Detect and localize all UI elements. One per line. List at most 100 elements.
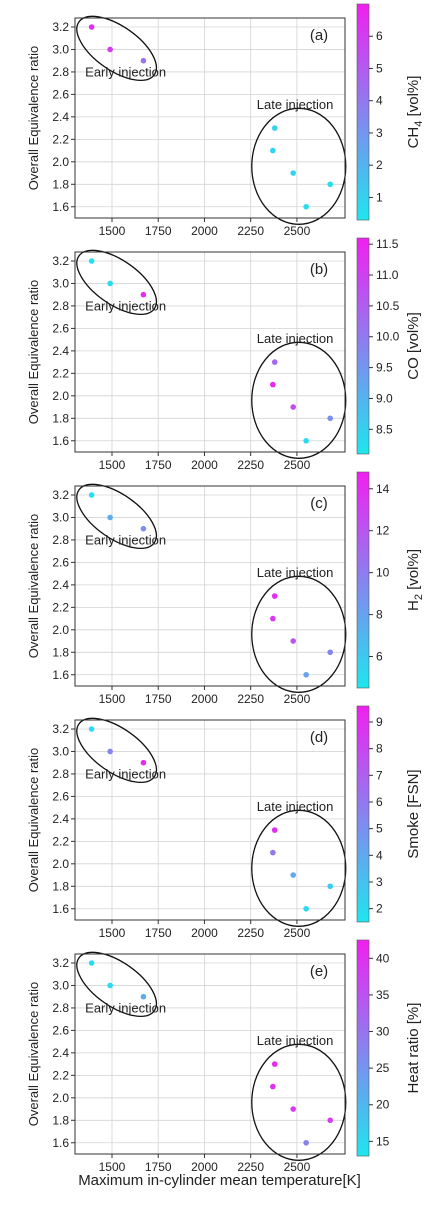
x-tick-label: 2000 bbox=[191, 926, 218, 940]
y-axis-label: Overall Equivalence ratio bbox=[26, 514, 41, 659]
y-tick-label: 1.8 bbox=[52, 879, 69, 893]
colorbar-label: H2 [vol%] bbox=[405, 549, 425, 611]
x-tick-label: 2250 bbox=[237, 458, 264, 472]
annotation-late-injection: Late injection bbox=[257, 565, 334, 580]
plot-frame bbox=[74, 485, 346, 687]
y-tick-label: 2.4 bbox=[52, 812, 69, 826]
y-tick-label: 2.8 bbox=[52, 767, 69, 781]
data-point bbox=[270, 1083, 276, 1090]
x-tick-label: 2500 bbox=[284, 926, 311, 940]
plot-area bbox=[75, 720, 345, 920]
y-tick-label: 3.2 bbox=[52, 722, 69, 736]
data-point bbox=[290, 872, 297, 878]
annotation-late-injection: Late injection bbox=[257, 331, 334, 346]
colorbar-tick-label: 9 bbox=[376, 715, 383, 729]
late-injection-ellipse bbox=[251, 1043, 347, 1161]
data-point bbox=[270, 849, 276, 856]
colorbar-tick-label: 12 bbox=[376, 524, 390, 538]
annotation-late-injection: Late injection bbox=[257, 799, 334, 814]
data-point bbox=[290, 1106, 297, 1112]
early-injection-ellipse bbox=[76, 483, 157, 549]
x-tick-label: 1500 bbox=[99, 458, 126, 472]
y-tick-label: 1.8 bbox=[52, 177, 69, 191]
colorbar-label: Smoke [FSN] bbox=[405, 769, 422, 858]
annotation-early-injection: Early injection bbox=[85, 1000, 166, 1015]
colorbar-tick-label: 8 bbox=[376, 608, 383, 622]
data-point bbox=[303, 905, 309, 912]
y-axis-label: Overall Equivalence ratio bbox=[26, 748, 41, 893]
chart-panel-c: Early injection Late injection (c) 1500 1750… bbox=[26, 471, 425, 706]
data-point bbox=[140, 759, 147, 766]
data-point bbox=[107, 514, 113, 521]
data-point bbox=[270, 147, 276, 154]
y-tick-label: 1.8 bbox=[52, 1113, 69, 1127]
x-tick-label: 2000 bbox=[191, 224, 218, 238]
early-injection-ellipse bbox=[76, 951, 157, 1017]
colorbar-tick-label: 6 bbox=[376, 650, 383, 664]
chart-panel-b: Early injection Late injection (b) 1500 1750… bbox=[26, 237, 422, 472]
data-point bbox=[88, 492, 95, 498]
panel-label: (d) bbox=[310, 729, 328, 746]
y-tick-label: 1.8 bbox=[52, 645, 69, 659]
y-tick-label: 1.6 bbox=[52, 668, 69, 682]
data-point bbox=[327, 181, 334, 188]
x-tick-label: 2500 bbox=[284, 458, 311, 472]
y-tick-label: 2.0 bbox=[52, 155, 69, 169]
data-point bbox=[140, 993, 147, 1000]
data-point bbox=[140, 57, 147, 64]
colorbar bbox=[356, 3, 370, 221]
y-tick-label: 3.2 bbox=[52, 488, 69, 502]
colorbar bbox=[356, 705, 370, 923]
chart-panel-a: Early injection Late injection (a) 1500 1750… bbox=[26, 3, 425, 238]
x-tick-label: 2500 bbox=[284, 692, 311, 706]
data-point bbox=[88, 24, 95, 30]
annotation-late-injection: Late injection bbox=[257, 97, 334, 112]
data-point bbox=[88, 258, 95, 264]
annotation-early-injection: Early injection bbox=[85, 766, 166, 781]
colorbar-tick-label: 9.5 bbox=[376, 361, 393, 375]
colorbar-tick-label: 8.5 bbox=[376, 422, 393, 436]
early-injection-ellipse bbox=[76, 717, 157, 783]
x-tick-label: 2000 bbox=[191, 458, 218, 472]
y-tick-label: 1.6 bbox=[52, 434, 69, 448]
y-tick-label: 2.6 bbox=[52, 555, 69, 569]
data-point bbox=[107, 748, 113, 755]
x-tick-label: 1750 bbox=[145, 926, 172, 940]
y-tick-label: 2.0 bbox=[52, 1091, 69, 1105]
x-tick-label: 1500 bbox=[99, 1160, 126, 1174]
colorbar-label: CH4 [vol%] bbox=[405, 76, 425, 149]
y-tick-label: 2.8 bbox=[52, 1001, 69, 1015]
x-tick-label: 2250 bbox=[237, 926, 264, 940]
colorbar-label: Heat ratio [%] bbox=[405, 1003, 422, 1094]
y-tick-label: 3.0 bbox=[52, 42, 69, 56]
y-tick-label: 2.8 bbox=[52, 533, 69, 547]
colorbar-tick-label: 7 bbox=[376, 768, 383, 782]
colorbar-tick-label: 11.0 bbox=[376, 268, 399, 282]
plot-frame bbox=[74, 17, 346, 219]
data-point bbox=[290, 638, 297, 644]
plot-area bbox=[75, 18, 345, 218]
early-injection-ellipse bbox=[76, 249, 157, 315]
late-injection-ellipse bbox=[251, 809, 347, 927]
late-injection-ellipse bbox=[251, 107, 347, 225]
data-point bbox=[303, 1139, 309, 1146]
x-tick-label: 2500 bbox=[284, 224, 311, 238]
x-tick-label: 1750 bbox=[145, 224, 172, 238]
data-point bbox=[271, 359, 278, 365]
y-axis-label: Overall Equivalence ratio bbox=[26, 982, 41, 1127]
x-tick-label: 1500 bbox=[99, 926, 126, 940]
colorbar-tick-label: 10.5 bbox=[376, 299, 400, 313]
plot-area bbox=[75, 252, 345, 452]
colorbar-tick-label: 6 bbox=[376, 795, 383, 809]
x-tick-label: 1500 bbox=[99, 692, 126, 706]
annotation-early-injection: Early injection bbox=[85, 64, 166, 79]
colorbar-tick-label: 10 bbox=[376, 566, 390, 580]
colorbar-tick-label: 8 bbox=[376, 742, 383, 756]
colorbar-tick-label: 40 bbox=[376, 951, 390, 965]
colorbar-tick-label: 9.0 bbox=[376, 391, 393, 405]
colorbar-tick-label: 4 bbox=[376, 848, 383, 862]
colorbar bbox=[356, 939, 370, 1157]
data-point bbox=[271, 827, 278, 833]
colorbar-tick-label: 20 bbox=[376, 1098, 390, 1112]
y-tick-label: 2.2 bbox=[52, 132, 69, 146]
